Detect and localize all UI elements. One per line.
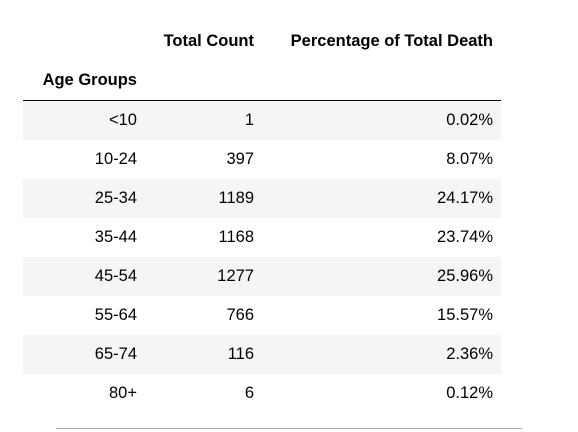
table-row: 55-64 766 15.57%: [23, 296, 501, 335]
cell-percentage: 15.57%: [437, 306, 493, 324]
column-header-total-count: Total Count: [163, 32, 254, 50]
cell-total-count: 1: [145, 100, 262, 140]
index-blank-2: [262, 61, 501, 101]
row-index-age-group: 65-74: [23, 335, 145, 374]
cell-percentage: 8.07%: [446, 150, 493, 168]
cell-percentage: 23.74%: [437, 228, 493, 246]
cell-percentage: 0.12%: [446, 384, 493, 402]
dataframe-container: Total Count Percentage of Total Death Ag…: [23, 22, 501, 413]
output-divider: [56, 428, 522, 429]
row-index-age-group: 25-34: [23, 179, 145, 218]
cell-percentage: 24.17%: [262, 179, 501, 218]
column-header-percentage: Percentage of Total Death: [290, 32, 493, 50]
row-index-age-group: 35-44: [94, 228, 137, 246]
cell-total-count: 116: [145, 335, 262, 374]
row-index-age-group: 80+: [109, 384, 137, 402]
cell-total-count: 6: [244, 384, 254, 402]
row-index-age-group: 45-54: [23, 257, 145, 296]
table-row: 65-74 116 2.36%: [23, 335, 501, 374]
table-body: <10 1 0.02% 10-24 397 8.07% 25-34 1189 2…: [23, 100, 501, 414]
cell-percentage: 25.96%: [262, 257, 501, 296]
table-row: 10-24 397 8.07%: [23, 140, 501, 179]
table-header: Total Count Percentage of Total Death Ag…: [23, 22, 501, 101]
table-row: 45-54 1277 25.96%: [23, 257, 501, 296]
header-blank: [23, 22, 145, 61]
row-index-age-group: <10: [23, 100, 145, 140]
cell-percentage: 0.02%: [262, 100, 501, 140]
age-group-death-table: Total Count Percentage of Total Death Ag…: [23, 22, 501, 413]
table-row: 80+ 6 0.12%: [23, 374, 501, 413]
index-name-row: Age Groups: [23, 61, 501, 101]
column-header-row: Total Count Percentage of Total Death: [23, 22, 501, 61]
table-row: <10 1 0.02%: [23, 100, 501, 140]
cell-total-count: 766: [226, 306, 254, 324]
index-name-age-groups: Age Groups: [23, 61, 145, 101]
index-blank-1: [145, 61, 262, 101]
table-row: 35-44 1168 23.74%: [23, 218, 501, 257]
cell-total-count: 397: [226, 150, 254, 168]
cell-total-count: 1168: [218, 228, 254, 246]
cell-percentage: 2.36%: [262, 335, 501, 374]
cell-total-count: 1189: [145, 179, 262, 218]
row-index-age-group: 10-24: [94, 150, 137, 168]
cell-total-count: 1277: [145, 257, 262, 296]
table-row: 25-34 1189 24.17%: [23, 179, 501, 218]
row-index-age-group: 55-64: [94, 306, 137, 324]
